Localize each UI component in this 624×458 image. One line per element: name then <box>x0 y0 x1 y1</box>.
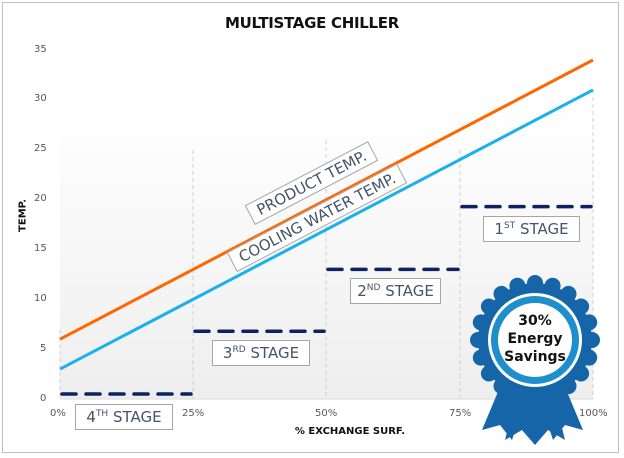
stage-label-2: 2ND STAGE <box>350 278 441 304</box>
badge-line-3: Savings <box>504 349 566 365</box>
x-tick-0: 0% <box>50 408 66 419</box>
energy-savings-text: 30% Energy Savings <box>490 312 580 366</box>
energy-savings-badge-icon <box>470 275 600 445</box>
x-tick-50: 50% <box>315 408 338 419</box>
y-tick-5: 5 <box>40 343 47 354</box>
y-tick-0: 0 <box>40 393 47 404</box>
badge-line-1: 30% <box>518 313 552 329</box>
y-tick-20: 20 <box>34 193 47 204</box>
stage-label-4: 4TH STAGE <box>75 404 173 430</box>
y-tick-15: 15 <box>34 243 47 254</box>
y-axis-label: TEMP. <box>17 199 29 232</box>
x-axis-label: % EXCHANGE SURF. <box>294 426 406 437</box>
y-tick-10: 10 <box>34 293 47 304</box>
badge-line-2: Energy <box>507 331 563 347</box>
y-tick-35: 35 <box>34 44 47 55</box>
stage-label-3: 3RD STAGE <box>212 340 310 366</box>
y-tick-25: 25 <box>34 143 47 154</box>
stage-lines <box>60 204 593 396</box>
series-line-cooling-water-temp <box>59 88 594 371</box>
x-tick-75: 75% <box>449 408 472 419</box>
chart-title: MULTISTAGE CHILLER <box>225 14 399 32</box>
x-tick-100: 100% <box>579 408 608 419</box>
x-tick-25: 25% <box>182 408 205 419</box>
y-tick-30: 30 <box>34 93 47 104</box>
stage-label-1: 1ST STAGE <box>483 216 580 242</box>
